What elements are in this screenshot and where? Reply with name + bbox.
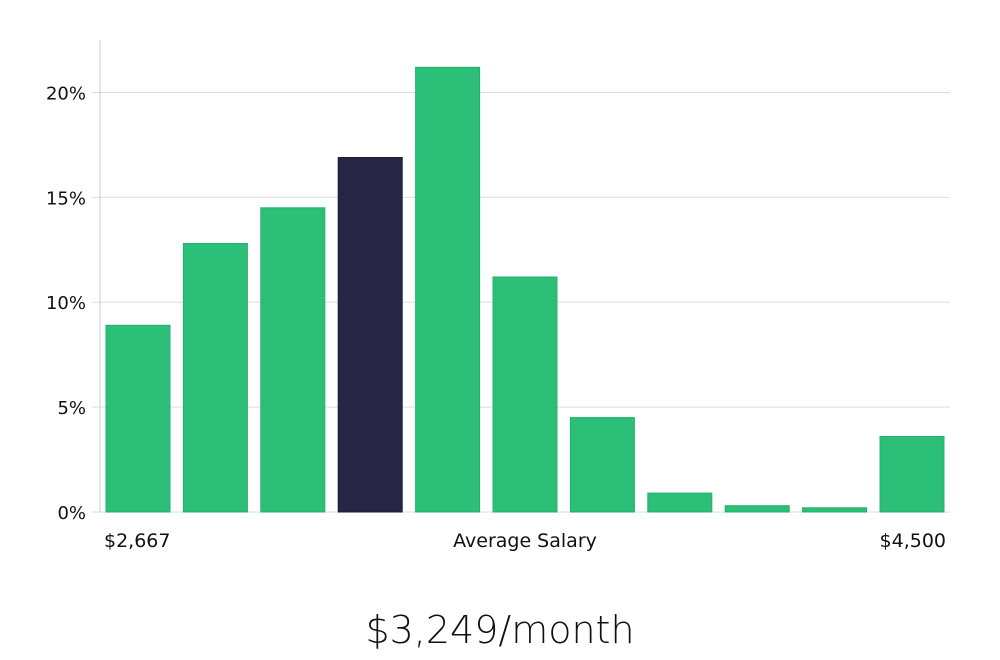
histogram-bar <box>492 276 558 513</box>
histogram-bar <box>879 436 945 513</box>
x-axis-title: Average Salary <box>453 530 597 552</box>
histogram-bar <box>105 324 171 513</box>
y-axis: 0% 5% 10% 15% 20% <box>46 40 101 524</box>
y-tick-label: 20% <box>46 83 86 104</box>
histogram-bar <box>415 66 481 513</box>
y-tick-label: 10% <box>46 293 86 314</box>
histogram-bar <box>647 492 713 513</box>
x-max-label: $4,500 <box>880 530 946 552</box>
bars-layer <box>105 66 945 513</box>
y-tick-label: 5% <box>57 398 86 419</box>
histogram-bar-highlighted <box>337 157 403 513</box>
x-axis: $2,667 Average Salary $4,500 <box>104 530 946 552</box>
y-tick-label: 0% <box>57 503 86 524</box>
histogram-bar <box>260 207 326 513</box>
average-salary-readout: $3,249/month <box>365 608 635 652</box>
y-tick-label: 15% <box>46 188 86 209</box>
histogram-bar <box>724 505 790 513</box>
histogram-bar <box>182 243 248 513</box>
histogram-chart: 0% 5% 10% 15% 20% $2,667 Average Salary $4,5… <box>46 40 950 552</box>
histogram-bar <box>569 417 635 513</box>
x-min-label: $2,667 <box>104 530 170 552</box>
histogram-bar <box>802 507 868 513</box>
